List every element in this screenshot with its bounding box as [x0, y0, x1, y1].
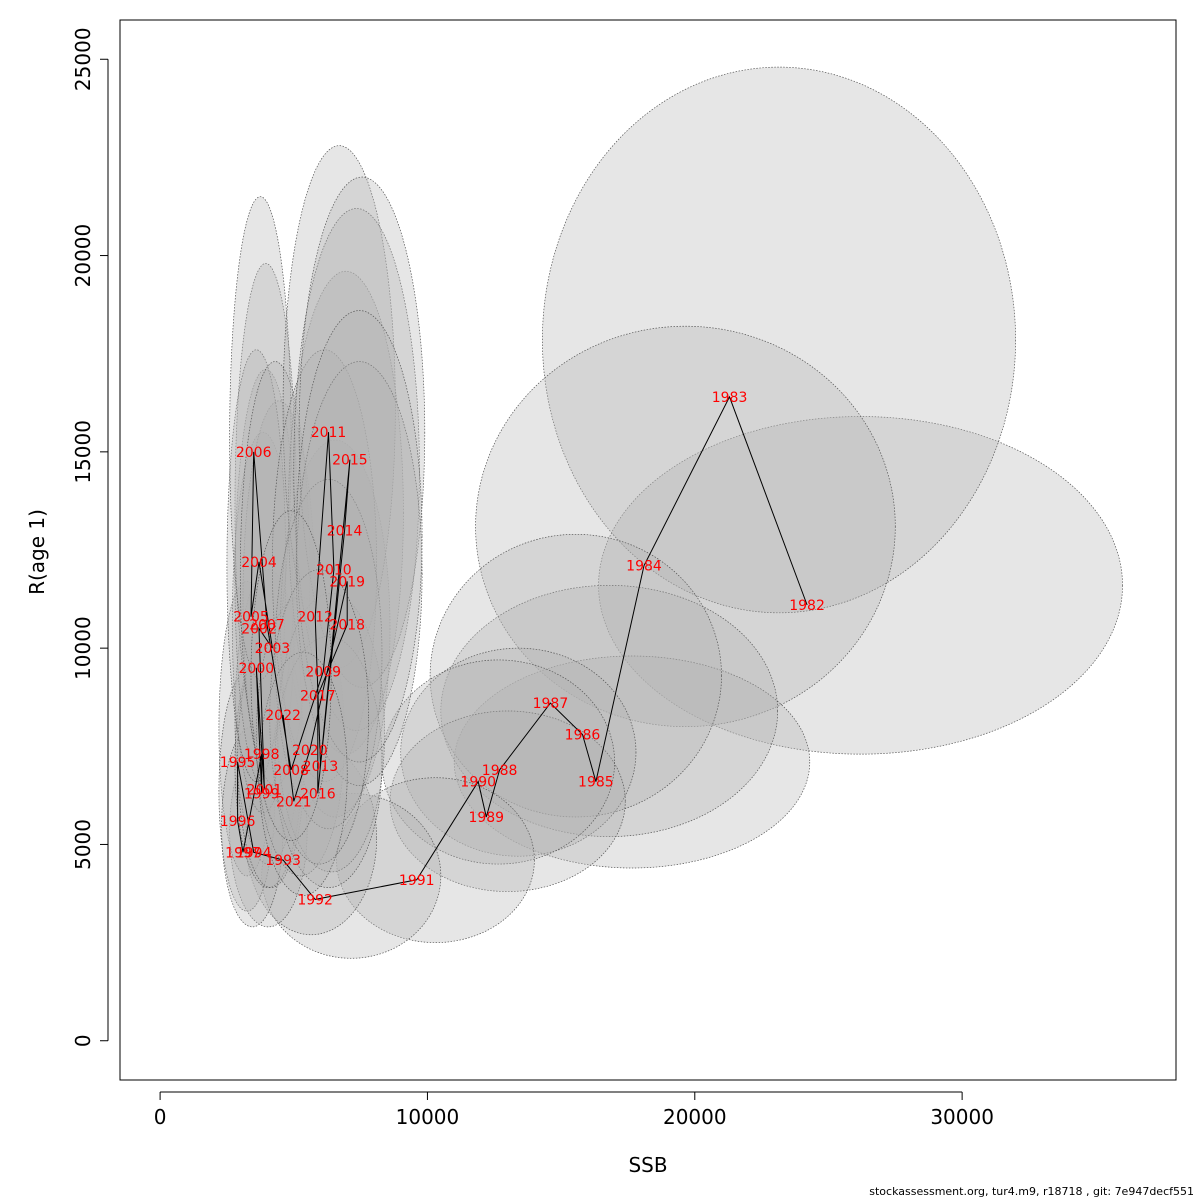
year-label-1987: 1987: [533, 696, 569, 712]
year-label-2008: 2008: [273, 763, 309, 779]
year-label-2001: 2001: [247, 782, 283, 798]
year-label-1983: 1983: [712, 390, 748, 406]
confidence-ellipse-2017: [274, 478, 383, 830]
y-tick-label-15000: 15000: [71, 420, 95, 484]
y-tick-label-5000: 5000: [71, 819, 95, 870]
confidence-ellipse-1985: [453, 655, 811, 869]
confidence-ellipse-1997: [221, 726, 284, 928]
year-label-2003: 2003: [255, 641, 291, 657]
y-tick-label-20000: 20000: [71, 224, 95, 288]
year-label-1996: 1996: [220, 814, 256, 830]
confidence-ellipse-1999: [234, 639, 303, 888]
confidence-ellipse-2013: [277, 592, 386, 873]
series-layer: [237, 395, 808, 900]
year-label-2002: 2002: [241, 622, 277, 638]
year-label-1995: 1995: [220, 755, 256, 771]
year-label-1999: 1999: [244, 786, 280, 802]
confidence-ellipse-2019: [296, 310, 423, 763]
confidence-ellipse-2004: [234, 263, 297, 751]
confidence-ellipse-2009: [280, 439, 391, 818]
year-label-1993: 1993: [265, 853, 301, 869]
confidence-ellipse-1987: [429, 533, 722, 818]
year-label-2004: 2004: [241, 555, 277, 571]
year-label-1986: 1986: [565, 728, 601, 744]
confidence-ellipse-2007: [239, 361, 311, 786]
x-axis-title: SSB: [628, 1153, 667, 1177]
year-label-2012: 2012: [297, 610, 333, 626]
year-label-1985: 1985: [578, 775, 614, 791]
confidence-ellipse-1984: [475, 325, 896, 728]
label-layer: 1982 1983 1984 1985 1986 1987 1988 1989 1990 1991…: [220, 390, 825, 909]
confidence-ellipse-2012: [272, 349, 377, 782]
year-label-2013: 2013: [303, 759, 339, 775]
x-tick-label-20000: 20000: [663, 1105, 727, 1129]
confidence-ellipse-1983: [542, 66, 1016, 614]
year-label-2021: 2021: [276, 794, 312, 810]
y-tick-label-10000: 10000: [71, 616, 95, 680]
year-label-1982: 1982: [789, 598, 825, 614]
year-label-2022: 2022: [265, 708, 301, 724]
year-label-2005: 2005: [233, 610, 269, 626]
ellipse-layer: [218, 66, 1123, 959]
y-tick-label-25000: 25000: [71, 27, 95, 91]
year-label-1994: 1994: [236, 845, 272, 861]
year-label-2019: 2019: [329, 574, 365, 590]
x-tick-label-30000: 30000: [930, 1105, 994, 1129]
confidence-ellipse-2005: [226, 349, 287, 782]
confidence-ellipse-2016: [274, 636, 383, 888]
year-label-2020: 2020: [292, 743, 328, 759]
year-label-2000: 2000: [239, 661, 275, 677]
confidence-ellipse-1995: [218, 581, 276, 877]
x-tick-label-10000: 10000: [396, 1105, 460, 1129]
confidence-ellipse-2011: [282, 145, 396, 669]
year-label-1998: 1998: [244, 747, 280, 763]
year-label-2011: 2011: [311, 425, 347, 441]
year-label-2016: 2016: [300, 786, 336, 802]
y-tick-label-0: 0: [71, 1034, 95, 1047]
year-label-2015: 2015: [332, 453, 368, 469]
confidence-ellipse-1994: [229, 734, 308, 928]
series-line: [237, 395, 808, 900]
year-label-2009: 2009: [305, 665, 341, 681]
year-label-1997: 1997: [225, 845, 261, 861]
year-label-1984: 1984: [626, 559, 662, 575]
confidence-ellipse-1988: [400, 647, 637, 857]
year-label-2017: 2017: [300, 688, 336, 704]
year-label-1988: 1988: [482, 763, 518, 779]
confidence-ellipse-1992: [261, 793, 442, 959]
y-axis-title: R(age 1): [25, 509, 49, 595]
year-label-2007: 2007: [249, 618, 285, 634]
x-tick-label-0: 0: [154, 1105, 167, 1129]
year-label-2018: 2018: [329, 618, 365, 634]
confidence-ellipse-2015: [298, 176, 426, 688]
year-label-2014: 2014: [327, 523, 363, 539]
year-label-1991: 1991: [399, 873, 435, 889]
year-label-2010: 2010: [316, 563, 352, 579]
year-label-2006: 2006: [236, 445, 272, 461]
year-label-1989: 1989: [468, 810, 504, 826]
confidence-ellipse-1991: [336, 777, 535, 943]
year-label-1990: 1990: [460, 775, 496, 791]
plot-frame: [119, 19, 1177, 1081]
axes-layer: 0 10000 20000 30000 0 5000 10000 15000 20000 2500…: [71, 19, 1177, 1129]
confidence-ellipse-2001: [237, 632, 305, 888]
year-label-1992: 1992: [297, 892, 333, 908]
footer-credit: stockassessment.org, tur4.m9, r18718 , g…: [869, 1185, 1194, 1198]
confidence-ellipse-2022: [250, 510, 332, 841]
confidence-ellipse-2018: [296, 361, 423, 786]
